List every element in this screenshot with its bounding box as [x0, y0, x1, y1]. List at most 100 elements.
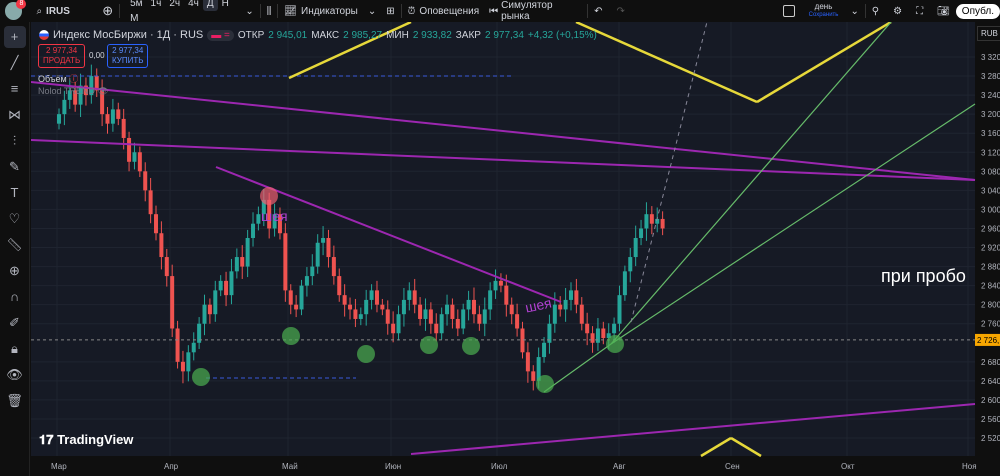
- candles-icon[interactable]: ⫼: [266, 5, 272, 17]
- candle: [558, 304, 563, 310]
- candle: [617, 295, 622, 324]
- alarm-icon[interactable]: ⏰︎: [407, 5, 416, 17]
- settings-icon[interactable]: ⚙: [893, 5, 903, 17]
- trash-icon[interactable]: 🗑︎: [6, 393, 23, 408]
- text-icon[interactable]: T: [10, 185, 19, 200]
- candle: [57, 114, 61, 124]
- chevron-down-icon[interactable]: ⌄: [245, 5, 254, 17]
- add-symbol-icon[interactable]: ⊕: [102, 3, 114, 18]
- candle: [407, 290, 412, 300]
- y-tick-label: 2 680,: [981, 358, 1000, 367]
- trend-line-icon[interactable]: ╱: [10, 55, 19, 70]
- timeframe-6[interactable]: М: [130, 13, 139, 24]
- alerts-button[interactable]: Оповещения: [419, 5, 480, 17]
- redo-icon[interactable]: ↷: [616, 5, 625, 17]
- candle: [380, 304, 385, 310]
- candle: [455, 318, 460, 329]
- current-price-label: 2 726,: [977, 336, 999, 345]
- price-chart[interactable]: 3 320, 3 280, 3 240, 3 200, 3 160, 3 120, 3 08…: [31, 22, 1000, 476]
- layout-icon[interactable]: [782, 5, 795, 17]
- y-tick-label: 3 200,: [981, 110, 1000, 119]
- fullscreen-icon[interactable]: ⛶: [916, 5, 924, 17]
- undo-icon[interactable]: ↶: [594, 5, 603, 17]
- candle: [331, 257, 336, 277]
- publish-button[interactable]: Опубл.: [955, 3, 1000, 19]
- indicator-legend[interactable]: Nolod TREND 👁︎: [38, 86, 109, 97]
- timeframe-4[interactable]: Д: [202, 0, 218, 11]
- eye-icon[interactable]: 👁︎: [6, 367, 23, 382]
- candle: [574, 290, 579, 305]
- candle: [170, 276, 175, 329]
- layout-save[interactable]: день Сохранить: [809, 3, 839, 19]
- save-label: Сохранить: [808, 12, 839, 18]
- replay-icon[interactable]: ⏮︎: [489, 5, 499, 17]
- quick-search-icon[interactable]: ⚲: [871, 5, 880, 17]
- candle: [207, 304, 212, 315]
- zoom-icon[interactable]: ⊕: [9, 263, 20, 278]
- candle: [62, 99, 67, 115]
- camera-icon[interactable]: 📷︎: [937, 5, 950, 17]
- breakout-annotation[interactable]: при пробо: [881, 266, 966, 286]
- avatar[interactable]: 8: [5, 0, 27, 20]
- collapse-button[interactable]: ▬ =: [207, 29, 234, 41]
- brush-icon[interactable]: ✎: [9, 159, 20, 174]
- projection-line: [630, 22, 708, 323]
- ruler-icon[interactable]: 📏︎: [6, 237, 23, 252]
- y-tick-label: 3 080,: [981, 167, 1000, 176]
- green-line: [610, 22, 892, 345]
- candle: [321, 237, 326, 243]
- heart-icon[interactable]: ♡: [8, 211, 21, 226]
- candle: [100, 90, 105, 115]
- timeframe-0[interactable]: 5м: [130, 0, 143, 9]
- candle: [148, 190, 153, 215]
- candle: [218, 280, 223, 291]
- chevron-down-icon[interactable]: ⌄: [367, 5, 377, 17]
- candle: [94, 76, 99, 91]
- sell-price: 2 977,34: [46, 46, 78, 55]
- timeframe-5[interactable]: Н: [221, 0, 229, 9]
- lock-icon[interactable]: 🔒︎: [11, 341, 18, 356]
- y-tick-label: 2 760,: [981, 320, 1000, 329]
- sell-button[interactable]: 2 977,34 ПРОДАТЬ: [38, 44, 86, 68]
- indicators-icon[interactable]: 📈︎: [284, 5, 297, 17]
- candle: [552, 304, 557, 324]
- candle: [396, 314, 401, 334]
- templates-icon[interactable]: ⊞: [386, 5, 395, 17]
- symbol-search[interactable]: IRUS: [46, 5, 70, 17]
- candle: [563, 299, 568, 310]
- buy-button[interactable]: 2 977,34 КУПИТЬ: [107, 44, 149, 68]
- y-tick-label: 3 320,: [981, 53, 1000, 62]
- x-tick-label: Авг: [613, 462, 626, 471]
- candle: [175, 328, 180, 362]
- bottom-marker: [282, 327, 300, 345]
- lock-drawing-icon[interactable]: ✐: [9, 315, 20, 330]
- magnet-icon[interactable]: ∩: [9, 289, 20, 304]
- candle: [515, 314, 520, 329]
- chart-area[interactable]: 3 320, 3 280, 3 240, 3 200, 3 160, 3 120, 3 08…: [31, 22, 1000, 476]
- yellow-line: [575, 22, 758, 104]
- open-label: ОТКР: [237, 29, 265, 41]
- crosshair-icon[interactable]: +: [3, 26, 26, 48]
- fib-icon[interactable]: ≡: [10, 81, 19, 96]
- currency-button[interactable]: RUB: [977, 26, 1000, 41]
- search-icon[interactable]: ⌕: [36, 5, 43, 17]
- chevron-down-icon[interactable]: ⌄: [850, 5, 859, 17]
- timeframe-1[interactable]: 1ч: [150, 0, 162, 9]
- timeframe-2[interactable]: 2ч: [169, 0, 181, 9]
- eye-icon[interactable]: 👁︎: [97, 86, 109, 96]
- candle: [348, 304, 353, 310]
- candle: [234, 257, 239, 272]
- bottom-marker: [462, 337, 480, 355]
- neck-annotation[interactable]: шея: [261, 208, 288, 224]
- pattern-icon[interactable]: ⋈: [8, 107, 21, 122]
- x-tick-label: Апр: [164, 462, 179, 471]
- simulator-button[interactable]: Симулятор рынка: [501, 0, 553, 22]
- candle: [267, 199, 272, 229]
- forecast-icon[interactable]: ⫶: [12, 133, 17, 148]
- volume-indicator[interactable]: Объём ⓘ: [38, 72, 78, 85]
- timeframe-3[interactable]: 4ч: [188, 0, 199, 9]
- top-toolbar: 8 ⌕ IRUS ⊕ 5м 1ч 2ч 4ч Д Н М ⌄ ⫼ 📈︎ Индикаторы…: [0, 0, 1000, 24]
- flag-icon: [39, 30, 49, 40]
- indicators-button[interactable]: Индикаторы: [301, 5, 358, 17]
- trend-line: [31, 139, 976, 181]
